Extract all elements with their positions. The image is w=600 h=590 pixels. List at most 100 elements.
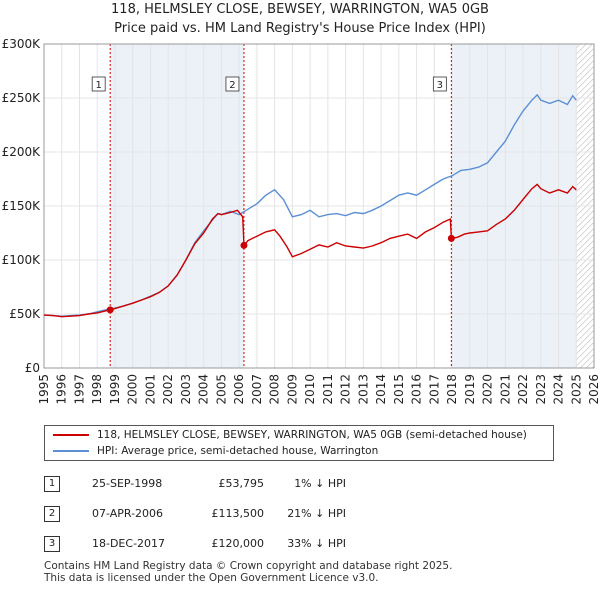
- x-tick-label: 1997: [72, 374, 86, 405]
- forecast-hatch: [576, 84, 594, 103]
- x-tick-label: 2001: [143, 374, 157, 405]
- forecast-hatch: [576, 198, 594, 217]
- footer-licence: This data is licensed under the Open Gov…: [44, 572, 379, 584]
- y-tick-label: £150K: [2, 199, 42, 213]
- sale-marker-box: [432, 76, 447, 92]
- forecast-hatch: [576, 348, 594, 367]
- forecast-hatch: [576, 72, 594, 91]
- sale-number: 3: [44, 536, 60, 552]
- x-tick-label: 1999: [108, 374, 122, 405]
- x-tick-label: 2008: [268, 374, 282, 405]
- forecast-hatch: [576, 276, 594, 295]
- y-tick-label: £100K: [2, 253, 42, 267]
- forecast-hatch: [576, 150, 594, 169]
- sale-price: £113,500: [211, 507, 265, 520]
- x-tick-label: 2009: [285, 374, 299, 405]
- forecast-hatch: [576, 108, 594, 127]
- forecast-hatch: [576, 264, 594, 283]
- x-tick-label: 2012: [339, 374, 353, 405]
- x-tick-label: 2020: [481, 374, 495, 405]
- sale-row: 3 18-DEC-2017 £120,000 33% ↓ HPI: [44, 534, 564, 554]
- x-tick-label: 2006: [232, 374, 246, 405]
- forecast-hatch: [576, 24, 594, 42]
- forecast-hatch: [576, 324, 594, 343]
- forecast-hatch: [576, 144, 594, 163]
- legend-label-hpi: HPI: Average price, semi-detached house,…: [97, 445, 379, 457]
- forecast-hatch: [576, 174, 594, 193]
- forecast-hatch: [576, 96, 594, 115]
- sale-row: 2 07-APR-2006 £113,500 21% ↓ HPI: [44, 504, 564, 524]
- y-tick-label: £50K: [9, 307, 41, 321]
- sale-hpi-diff: 21% ↓ HPI: [287, 507, 346, 520]
- x-tick-label: 2002: [161, 374, 175, 405]
- series-line-property: [43, 183, 577, 318]
- forecast-hatch: [576, 186, 594, 205]
- forecast-hatch: [576, 114, 594, 133]
- x-tick-label: 2003: [179, 374, 193, 405]
- forecast-hatch: [576, 228, 594, 247]
- x-tick-label: 2025: [569, 374, 583, 405]
- forecast-hatch: [576, 60, 594, 79]
- forecast-hatch: [576, 204, 594, 223]
- y-tick-label: £300K: [2, 37, 42, 51]
- forecast-hatch: [576, 282, 594, 301]
- y-tick-label: £0: [25, 361, 40, 375]
- x-tick-label: 2000: [126, 374, 140, 405]
- forecast-hatch: [576, 222, 594, 241]
- x-tick-label: 2018: [445, 374, 459, 405]
- forecast-hatch: [576, 216, 594, 235]
- forecast-hatch: [576, 18, 594, 36]
- sale-number: 1: [44, 476, 60, 492]
- forecast-hatch: [576, 48, 594, 67]
- legend-swatch-hpi: [53, 450, 89, 452]
- forecast-hatch: [576, 342, 594, 361]
- forecast-hatch: [576, 66, 594, 85]
- forecast-hatch: [576, 78, 594, 97]
- sale-point: [240, 241, 248, 249]
- sale-hpi-diff: 33% ↓ HPI: [287, 537, 346, 550]
- forecast-hatch: [576, 234, 594, 253]
- forecast-hatch: [576, 162, 594, 181]
- forecast-hatch: [576, 300, 594, 319]
- x-tick-label: 2007: [250, 374, 264, 405]
- forecast-hatch: [576, 6, 594, 24]
- sale-marker-label: 3: [437, 80, 443, 91]
- forecast-hatch: [576, 12, 594, 30]
- forecast-hatch: [576, 246, 594, 265]
- x-tick-label: 2004: [197, 374, 211, 405]
- forecast-hatch: [585, 360, 594, 368]
- forecast-hatch: [576, 312, 594, 331]
- sale-marker-label: 1: [95, 80, 101, 91]
- sale-hpi-diff: 1% ↓ HPI: [294, 477, 346, 490]
- forecast-hatch: [576, 102, 594, 121]
- forecast-hatch: [576, 270, 594, 289]
- x-tick-label: 2010: [303, 374, 317, 405]
- forecast-hatch: [576, 240, 594, 259]
- forecast-hatch: [576, 180, 594, 199]
- forecast-hatch: [576, 330, 594, 349]
- chart-subtitle: Price paid vs. HM Land Registry's House …: [114, 21, 486, 36]
- forecast-hatch: [579, 354, 594, 368]
- forecast-hatch: [576, 252, 594, 271]
- legend-swatch-property: [53, 434, 89, 436]
- sale-date: 25-SEP-1998: [92, 477, 163, 490]
- legend-item-property: 118, HELMSLEY CLOSE, BEWSEY, WARRINGTON,…: [53, 427, 527, 443]
- legend: 118, HELMSLEY CLOSE, BEWSEY, WARRINGTON,…: [44, 425, 554, 461]
- x-tick-label: 2016: [410, 374, 424, 405]
- forecast-hatch: [576, 336, 594, 355]
- legend-label-property: 118, HELMSLEY CLOSE, BEWSEY, WARRINGTON,…: [97, 429, 527, 441]
- sale-date: 07-APR-2006: [92, 507, 164, 520]
- forecast-hatch: [576, 318, 594, 337]
- x-tick-label: 2021: [498, 374, 512, 405]
- x-tick-label: 2005: [214, 374, 228, 405]
- x-tick-label: 1998: [90, 374, 104, 405]
- forecast-hatch: [576, 44, 593, 61]
- forecast-hatch: [576, 54, 594, 73]
- x-tick-label: 2015: [392, 374, 406, 405]
- y-tick-label: £200K: [2, 145, 42, 159]
- sale-price: £53,795: [218, 477, 265, 490]
- sale-marker-box: [91, 76, 106, 92]
- sale-marker-label: 2: [229, 80, 235, 91]
- forecast-hatch: [576, 126, 594, 145]
